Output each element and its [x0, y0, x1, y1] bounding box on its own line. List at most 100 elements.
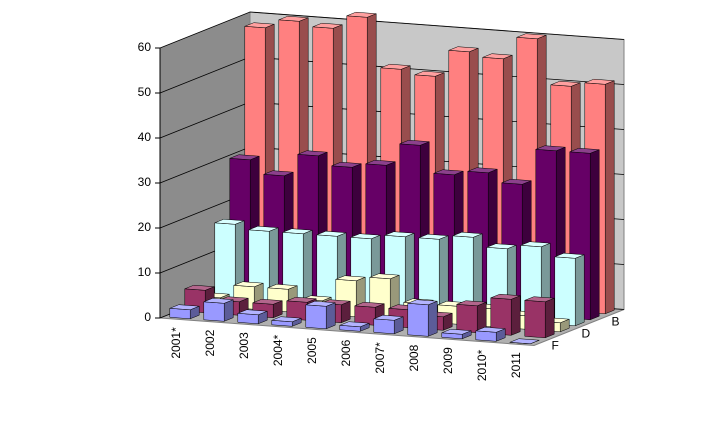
bar-top — [335, 275, 366, 282]
bar-front — [554, 256, 576, 327]
bar-front — [203, 301, 225, 322]
x-tick-label: 2003 — [237, 332, 251, 359]
bar-top — [346, 11, 377, 18]
bar-top — [569, 147, 600, 154]
bar — [452, 231, 483, 319]
depth-label: B — [612, 315, 620, 329]
bar-front — [373, 318, 395, 335]
bar-side — [325, 302, 336, 330]
bar-top — [501, 178, 532, 185]
bar-front — [237, 313, 259, 325]
bar-top — [550, 80, 581, 87]
bar — [407, 299, 438, 337]
x-tick-label: 2002 — [203, 329, 217, 356]
bar — [490, 293, 521, 336]
bar — [237, 309, 268, 325]
bar — [569, 147, 600, 321]
bar-front — [214, 222, 236, 302]
bar-top — [278, 15, 309, 22]
bar-top — [448, 46, 479, 53]
x-tick-label: 2005 — [305, 337, 319, 364]
bar-top — [399, 139, 430, 146]
bar-top — [339, 321, 370, 328]
bar — [524, 296, 555, 339]
x-tick-label: 2007* — [373, 342, 387, 374]
bar-top — [312, 22, 343, 29]
bar-top — [267, 283, 298, 290]
bar-side — [604, 80, 615, 315]
x-tick-label: 2004* — [271, 334, 285, 366]
bar-top — [486, 243, 517, 250]
bar-side — [302, 229, 313, 307]
bar-top — [252, 298, 283, 305]
bar-top — [169, 304, 200, 311]
bar-top — [282, 228, 313, 235]
bar-front — [407, 303, 429, 337]
bar — [441, 328, 472, 340]
y-tick-label: 10 — [138, 265, 152, 279]
bar-top — [316, 230, 347, 237]
bar — [373, 314, 404, 335]
depth-label: F — [552, 339, 559, 353]
bar-side — [544, 297, 555, 339]
bar-top — [244, 22, 275, 29]
y-tick-label: 30 — [138, 175, 152, 189]
grid-line — [159, 11, 625, 49]
bar-top — [233, 281, 264, 288]
bar-top — [214, 218, 245, 225]
bar-top — [380, 63, 411, 70]
bar — [339, 321, 370, 332]
bar-top — [418, 233, 449, 240]
bar-front — [169, 308, 191, 320]
bar-top — [467, 167, 498, 174]
bar — [203, 297, 234, 322]
bar-top — [456, 300, 487, 307]
bar-top — [554, 252, 585, 259]
bar-top — [263, 170, 294, 177]
bar-top — [373, 314, 404, 321]
bar-top — [509, 338, 540, 345]
y-tick-label: 60 — [138, 40, 152, 54]
bar-top — [248, 225, 279, 232]
bar-top — [414, 70, 445, 77]
bar — [509, 338, 540, 345]
bar-top — [441, 328, 472, 335]
bar-top — [203, 297, 234, 304]
bar-top — [407, 299, 438, 306]
bar — [418, 233, 449, 317]
bar-front — [456, 304, 478, 334]
bar — [271, 316, 302, 327]
bar — [475, 326, 506, 342]
bar-side — [427, 300, 438, 337]
bar — [369, 273, 400, 320]
y-tick-label: 20 — [138, 220, 152, 234]
x-tick-label: 2006 — [339, 339, 353, 366]
x-tick-label: 2008 — [407, 344, 421, 371]
bar-top — [237, 309, 268, 316]
bar — [456, 300, 487, 334]
bar-top — [350, 233, 381, 240]
bar-top — [516, 33, 547, 40]
bar-top — [584, 78, 615, 85]
bar — [169, 304, 200, 320]
bar-top — [297, 150, 328, 157]
depth-label: D — [582, 327, 591, 341]
y-tick-label: 0 — [144, 310, 151, 324]
bar-top — [433, 169, 464, 176]
bar-top — [475, 326, 506, 333]
bar-top — [524, 296, 555, 303]
bar-front — [524, 300, 546, 339]
bar-side — [510, 295, 521, 336]
bar-top — [369, 273, 400, 280]
y-tick-label: 40 — [138, 130, 152, 144]
bar-top — [271, 316, 302, 323]
bar — [305, 300, 336, 330]
x-tick-label: 2011 — [509, 352, 523, 378]
bar-top — [365, 159, 396, 166]
bar-top — [535, 145, 566, 152]
bar — [214, 218, 245, 302]
bar-side — [574, 254, 585, 327]
x-tick-label: 2009 — [441, 347, 455, 374]
bar-top — [384, 231, 415, 238]
